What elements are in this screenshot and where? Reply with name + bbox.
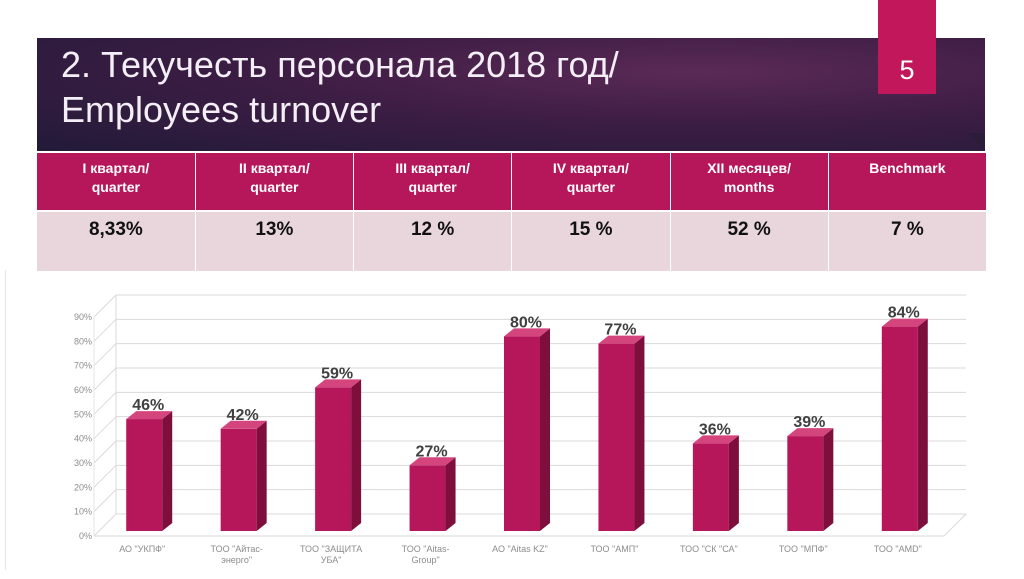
- summary-header-q3: III квартал/quarter: [353, 153, 513, 211]
- bar-side: [445, 457, 456, 531]
- bar-data-label: 42%: [227, 407, 259, 424]
- y-tick-label: 80%: [74, 336, 92, 346]
- summary-header-q1: I квартал/quarter: [37, 153, 196, 211]
- bar-data-label: 80%: [510, 314, 542, 331]
- page-number-badge: 5: [878, 0, 936, 94]
- gridline-side: [93, 391, 117, 415]
- summary-header-benchmark: Benchmark: [828, 153, 988, 211]
- x-tick-label: АО "УКПФ": [119, 544, 165, 554]
- turnover-summary-table: I квартал/quarter II квартал/quarter III…: [37, 153, 988, 271]
- summary-header-row: I квартал/quarter II квартал/quarter III…: [37, 153, 988, 211]
- bar-side: [351, 379, 362, 531]
- gridline-side: [93, 367, 117, 391]
- summary-header-12-months: XII месяцев/months: [670, 153, 829, 211]
- summary-value-q3: 12 %: [353, 210, 513, 271]
- bar-front: [787, 436, 824, 531]
- y-tick-label: 20%: [74, 482, 92, 492]
- gridline-side: [93, 343, 117, 367]
- x-tick-label: ТОО "МПФ": [779, 544, 828, 554]
- y-tick-label: 90%: [74, 312, 92, 322]
- banner-corner-decoration: [968, 133, 985, 151]
- x-tick-label: УБА": [321, 555, 342, 565]
- bar-front: [598, 343, 635, 531]
- x-tick-label: ТОО "Айтас-: [210, 544, 262, 554]
- bar-top: [315, 379, 362, 388]
- summary-header-q2: II квартал/quarter: [195, 153, 355, 211]
- summary-value-12-months: 52 %: [670, 210, 829, 271]
- bar-top: [409, 457, 456, 466]
- y-tick-label: 60%: [74, 385, 92, 395]
- bar-top: [126, 411, 173, 420]
- title-banner: [37, 38, 985, 151]
- y-tick-label: 50%: [74, 409, 92, 419]
- bar-top: [787, 428, 834, 437]
- bar-side: [634, 335, 645, 531]
- y-tick-label: 0%: [79, 531, 92, 541]
- gridline-side: [93, 318, 117, 342]
- x-tick-label: АО "Aitas KZ": [492, 544, 548, 554]
- gridline-side: [93, 440, 117, 464]
- floor-right-edge: [943, 513, 967, 537]
- x-tick-label: ТОО "AMD": [874, 544, 922, 554]
- bar-data-label: 46%: [132, 397, 164, 414]
- gridline-side: [93, 489, 117, 513]
- y-tick-label: 10%: [74, 507, 92, 517]
- page-title-line-1: 2. Текучесть персонала 2018 год/: [61, 44, 619, 85]
- bar-front: [692, 443, 729, 531]
- y-tick-label: 40%: [74, 434, 92, 444]
- summary-header-q4: IV квартал/quarter: [511, 153, 671, 211]
- bar-side: [728, 435, 739, 531]
- x-tick-label: ТОО "Aitas-: [402, 544, 450, 554]
- bar-side: [540, 328, 550, 531]
- y-tick-label: 30%: [74, 458, 92, 468]
- bar-data-label: 77%: [604, 322, 636, 339]
- x-tick-label: ТОО "АМП": [590, 544, 638, 554]
- chart-svg: 0% 10% 20% 30% 40% 50% 60% 70% 80% 90% 46% АО "УКПФ…: [74, 294, 967, 565]
- x-tick-label: энерго": [221, 555, 252, 565]
- gridline-side: [93, 294, 117, 318]
- summary-value-q2: 13%: [195, 210, 355, 271]
- summary-value-q4: 15 %: [511, 210, 671, 271]
- summary-value-q1: 8,33%: [37, 210, 196, 271]
- x-tick-label: Group": [411, 555, 439, 565]
- bar-data-label: 27%: [416, 443, 448, 460]
- x-tick-label: ТОО "СК "СА": [680, 544, 738, 554]
- y-tick-label: 70%: [74, 361, 92, 371]
- bar-top: [692, 435, 739, 444]
- bar-top: [220, 420, 267, 429]
- bar-data-label: 39%: [793, 414, 825, 431]
- bar-side: [917, 318, 928, 531]
- slide-left-rule: [5, 270, 6, 570]
- bar-side: [162, 411, 173, 531]
- summary-value-benchmark: 7 %: [828, 210, 988, 271]
- bar-front: [409, 465, 446, 531]
- x-tick-label: ТОО "ЗАЩИТА: [300, 544, 362, 554]
- gridline-side: [93, 464, 117, 488]
- bar-front: [315, 387, 352, 531]
- bar-front: [126, 419, 163, 531]
- bar-front: [504, 336, 540, 531]
- bar-top: [504, 328, 550, 337]
- page-title: 2. Текучесть персонала 2018 год/ Employe…: [61, 42, 619, 132]
- turnover-bar-chart: 0% 10% 20% 30% 40% 50% 60% 70% 80% 90% 46% АО "УКПФ…: [36, 263, 980, 574]
- gridline-side: [93, 513, 117, 537]
- bar-side: [256, 420, 267, 531]
- bar-data-label: 36%: [699, 421, 731, 438]
- bar-front: [881, 326, 918, 531]
- gridline-side: [93, 416, 117, 440]
- bar-front: [220, 428, 257, 531]
- summary-values-row: 8,33% 13% 12 % 15 % 52 % 7 %: [37, 210, 988, 271]
- bar-data-label: 59%: [321, 365, 353, 382]
- bar-top: [881, 318, 928, 327]
- page-title-line-2: Employees turnover: [61, 89, 382, 130]
- bar-top: [598, 335, 645, 344]
- bar-side: [823, 428, 834, 531]
- bar-data-label: 84%: [888, 305, 920, 322]
